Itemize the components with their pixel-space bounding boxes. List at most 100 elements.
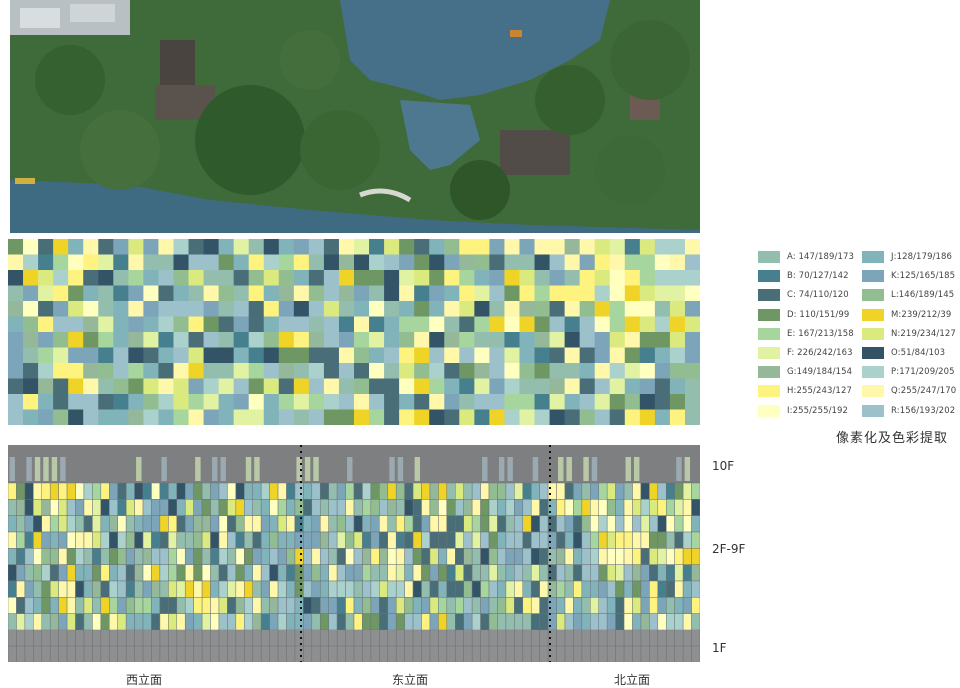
facade-panel (109, 515, 118, 533)
facade-panel (564, 499, 574, 516)
mosaic-pixel (83, 347, 99, 364)
facade-panel (244, 548, 253, 565)
mosaic-pixel (83, 239, 99, 255)
facade-panel (176, 580, 186, 598)
legend-item: K:125/165/185 (862, 269, 955, 283)
facade-panel (109, 613, 118, 631)
facade-panel (184, 548, 194, 565)
facade-panel (581, 597, 591, 614)
facade-panel (8, 580, 17, 598)
facade-panel (100, 482, 110, 500)
facade-panel (497, 482, 507, 500)
legend-label: C: 74/110/120 (787, 290, 849, 301)
facade-panel (303, 548, 313, 565)
mosaic-pixel (489, 254, 505, 271)
facade-panel (556, 482, 566, 500)
facade-panel (117, 515, 127, 533)
mosaic-pixel (248, 378, 265, 395)
facade-panel (397, 457, 404, 481)
mosaic-pixel (128, 270, 144, 286)
facade-panel (235, 613, 245, 631)
facade-panel (421, 515, 431, 533)
mosaic-pixel (8, 394, 24, 410)
facade-panel (109, 597, 118, 614)
mosaic-pixel (429, 254, 445, 271)
facade-panel (269, 499, 279, 516)
facade-panel (598, 597, 608, 614)
legend-swatch (758, 251, 780, 263)
facade-panel (414, 457, 421, 481)
mosaic-pixel (579, 347, 596, 364)
facade-panel (168, 597, 178, 614)
facade-panel (336, 564, 346, 582)
facade-panel (657, 499, 667, 516)
facade-panel (176, 597, 186, 614)
mosaic-pixel (399, 394, 415, 410)
facade-panel (34, 457, 41, 481)
legend-label: B: 70/127/142 (787, 271, 849, 282)
mosaic-pixel (338, 394, 355, 410)
mosaic-pixel (263, 332, 280, 348)
mosaic-pixel (489, 347, 505, 364)
facade-panel (387, 482, 397, 500)
mosaic-pixel (188, 394, 205, 410)
facade-panel (168, 580, 178, 598)
mosaic-pixel (8, 316, 24, 333)
facade-panel (556, 580, 566, 598)
facade-panel (353, 482, 363, 500)
facade-panel (480, 515, 490, 533)
facade-panel (539, 613, 549, 631)
facade-panel (117, 499, 127, 516)
mosaic-pixel (369, 316, 385, 333)
legend-item: N:219/234/127 (862, 327, 956, 341)
facade-panel (505, 613, 515, 631)
facade-panel (252, 515, 262, 533)
mosaic-pixel (609, 363, 626, 379)
facade-panel (488, 482, 498, 500)
facade-panel (581, 531, 591, 549)
facade-panel (429, 564, 439, 582)
mosaic-pixel (23, 239, 39, 255)
facade-panel (623, 613, 633, 631)
facade-panel (691, 564, 700, 582)
facade-panel (184, 597, 194, 614)
mosaic-pixel (323, 254, 340, 271)
facade-panel (429, 482, 439, 500)
facade-panel (463, 499, 473, 516)
mosaic-pixel (323, 363, 340, 379)
facade-panel (480, 564, 490, 582)
mosaic-pixel (564, 301, 581, 317)
facade-panel (235, 597, 245, 614)
facade-panel (227, 515, 237, 533)
mosaic-pixel (98, 254, 114, 271)
facade-panel (649, 564, 659, 582)
facade-panel (438, 499, 448, 516)
mosaic-pixel (143, 285, 159, 302)
facade-panel (488, 531, 498, 549)
mosaic-pixel (8, 347, 24, 364)
mosaic-pixel (474, 409, 490, 425)
facade-panel (429, 515, 439, 533)
facade-panel (370, 548, 380, 565)
facade-panel (665, 531, 675, 549)
facade-panel (33, 531, 43, 549)
facade-panel (24, 580, 34, 598)
mosaic-pixel (579, 270, 596, 286)
mosaic-pixel (474, 270, 490, 286)
facade-panel (33, 580, 43, 598)
facade-panel (168, 531, 178, 549)
mosaic-pixel (504, 316, 520, 333)
mosaic-pixel (639, 270, 656, 286)
facade-panel (564, 564, 574, 582)
mosaic-pixel (158, 239, 174, 255)
facade-panel (184, 482, 194, 500)
facade-panel (514, 597, 524, 614)
mosaic-pixel (534, 254, 551, 271)
mosaic-pixel (98, 285, 114, 302)
mosaic-pixel (68, 254, 84, 271)
mosaic-pixel (143, 239, 159, 255)
facade-panel (336, 613, 346, 631)
mosaic-pixel (594, 270, 611, 286)
facade-panel (134, 548, 144, 565)
facade-panel (227, 482, 237, 500)
